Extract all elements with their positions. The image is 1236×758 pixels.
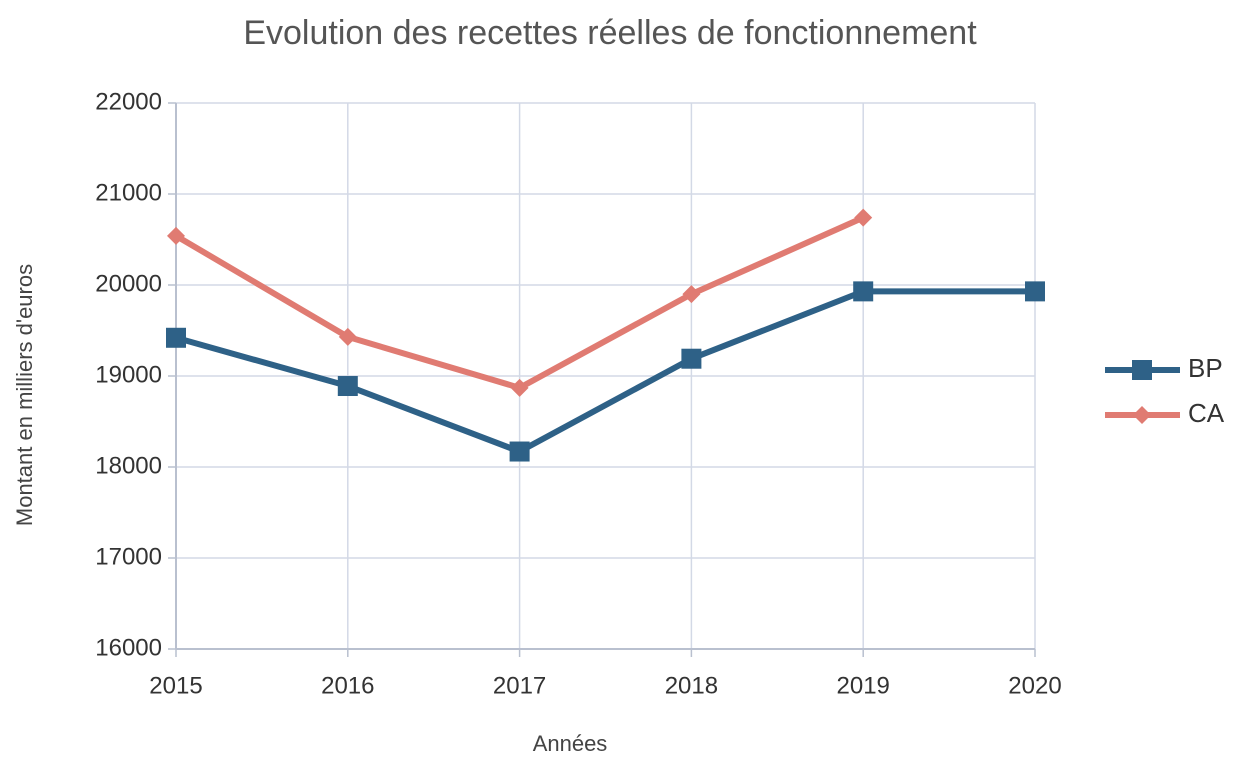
marker <box>166 327 186 348</box>
legend-label: BP <box>1188 353 1223 383</box>
marker <box>338 327 357 346</box>
x-tick-label: 2018 <box>665 672 718 699</box>
x-tick-label: 2020 <box>1008 672 1061 699</box>
y-tick-label: 16000 <box>95 634 162 661</box>
marker <box>1132 360 1152 380</box>
y-tick-label: 20000 <box>95 270 162 297</box>
x-tick-label: 2016 <box>321 672 374 699</box>
x-tick-label: 2015 <box>149 672 202 699</box>
y-tick-label: 19000 <box>95 361 162 388</box>
marker <box>167 226 185 245</box>
x-axis-label: Années <box>533 731 608 756</box>
y-tick-label: 18000 <box>95 452 162 479</box>
marker <box>1133 406 1151 424</box>
x-tick-label: 2017 <box>493 672 546 699</box>
marker <box>337 376 358 397</box>
marker <box>510 378 529 397</box>
marker <box>853 281 874 302</box>
series-line <box>175 288 1035 455</box>
legend-label: CA <box>1188 398 1225 428</box>
marker <box>854 208 873 227</box>
marker <box>682 285 701 304</box>
y-axis-label: Montant en milliers d'euros <box>12 264 37 526</box>
y-tick-label: 22000 <box>95 88 162 115</box>
marker <box>1025 281 1045 302</box>
chart-title: Evolution des recettes réelles de foncti… <box>243 14 977 52</box>
marker <box>681 348 702 369</box>
y-tick-label: 21000 <box>95 179 162 206</box>
marker <box>509 441 530 462</box>
y-tick-label: 17000 <box>95 543 162 570</box>
x-tick-label: 2019 <box>837 672 890 699</box>
